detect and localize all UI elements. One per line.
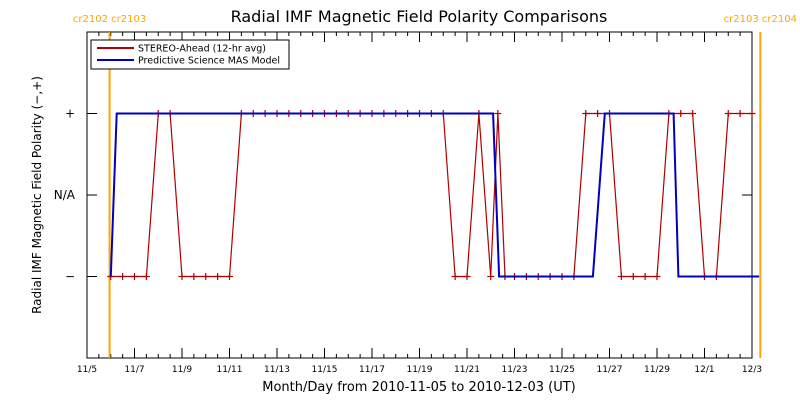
data-point	[463, 273, 471, 280]
x-tick-label: 11/25	[549, 365, 575, 375]
carrington-rotation-label: cr2103 cr2104	[724, 14, 797, 25]
x-tick-label: 11/11	[217, 365, 243, 375]
y-tick-label: +	[65, 107, 75, 121]
data-point	[617, 273, 625, 280]
x-tick-label: 11/9	[172, 365, 192, 375]
data-point	[748, 110, 756, 117]
data-point	[190, 273, 198, 280]
x-tick-label: 11/7	[124, 365, 144, 375]
data-point	[214, 273, 222, 280]
data-point	[178, 273, 186, 280]
data-point	[677, 110, 685, 117]
data-point	[582, 110, 590, 117]
data-point	[487, 273, 495, 280]
data-point	[119, 273, 127, 280]
data-point	[131, 273, 138, 280]
data-point	[629, 273, 637, 280]
data-point	[202, 273, 210, 280]
data-point	[724, 110, 732, 117]
x-axis-label: Month/Day from 2010-11-05 to 2010-12-03 …	[262, 380, 575, 395]
x-tick-label: 11/13	[264, 365, 290, 375]
y-tick-label: N/A	[54, 188, 76, 202]
carrington-rotation-label: cr2102 cr2103	[73, 14, 146, 25]
y-axis-label: Radial IMF Magnetic Field Polarity (−,+)	[30, 76, 44, 314]
x-tick-label: 11/17	[359, 365, 385, 375]
data-point	[641, 273, 649, 280]
x-tick-label: 11/15	[312, 365, 338, 375]
x-tick-label: 11/27	[597, 365, 623, 375]
legend: STEREO-Ahead (12-hr avg)Predictive Scien…	[90, 39, 290, 70]
data-point	[689, 110, 697, 117]
x-tick-label: 11/29	[644, 365, 670, 375]
x-tick-label: 11/21	[454, 365, 480, 375]
data-point	[736, 110, 744, 117]
legend-box	[90, 39, 290, 70]
series-line	[109, 112, 760, 278]
data-point	[494, 110, 502, 117]
plot-area: 11/5 11/7 11/9 11/11 11/13 11/15 11/17 11/19 11/…	[54, 14, 797, 375]
data-point	[594, 110, 602, 117]
legend-entry: STEREO-Ahead (12-hr avg)	[138, 44, 266, 55]
data-point	[142, 273, 150, 280]
legend-entry: Predictive Science MAS Model	[138, 56, 280, 67]
x-tick-label: 12/1	[694, 365, 714, 375]
x-tick-label: 11/19	[407, 365, 433, 375]
chart-title: Radial IMF Magnetic Field Polarity Compa…	[231, 7, 608, 26]
x-tick-label: 12/3	[742, 365, 762, 375]
data-point	[653, 273, 661, 280]
y-tick-label: −	[65, 270, 75, 284]
data-point	[226, 273, 233, 280]
x-tick-label: 11/23	[502, 365, 528, 375]
data-point	[451, 273, 459, 280]
x-tick-label: 11/5	[77, 365, 97, 375]
